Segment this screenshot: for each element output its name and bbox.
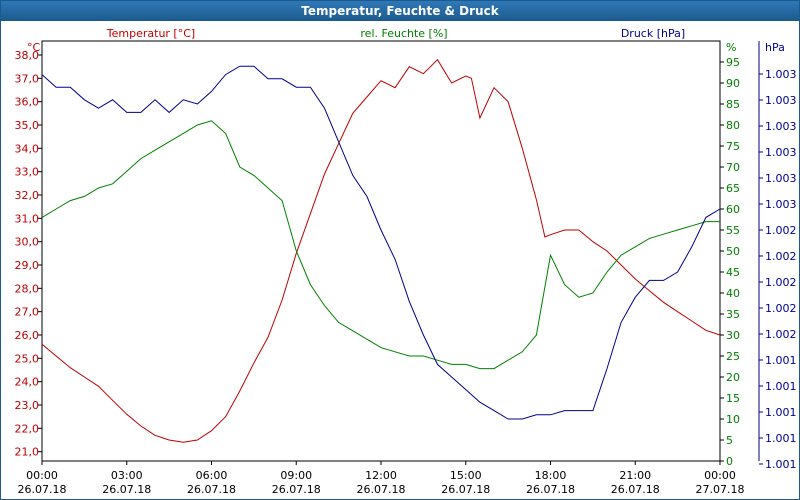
temperature-tick-label: 30,0: [15, 236, 40, 249]
pressure-tick-label: 1.002: [765, 302, 797, 315]
pressure-tick-label: 1.001: [765, 380, 797, 393]
pressure-tick-label: 1.001: [765, 432, 797, 445]
humidity-series-line: [41, 120, 720, 370]
temperature-tick-label: 33,0: [15, 166, 40, 179]
humidity-tick-label: 15: [726, 392, 740, 405]
chart-tick-labels: 00:0026.07.1803:0026.07.1806:0026.07.180…: [15, 41, 797, 496]
temperature-tick-label: 35,0: [15, 119, 40, 132]
temperature-tick-label: 31,0: [15, 212, 40, 225]
x-tick-label: 03:00: [111, 469, 143, 482]
humidity-axis-title: rel. Feuchte [%]: [360, 27, 447, 40]
pressure-tick-label: 1.003: [765, 120, 797, 133]
x-tick-label: 27.07.18: [696, 483, 745, 496]
x-tick-label: 26.07.18: [18, 483, 67, 496]
x-tick-label: 26.07.18: [441, 483, 490, 496]
temperature-tick-label: 34,0: [15, 142, 40, 155]
x-tick-label: 26.07.18: [611, 483, 660, 496]
temperature-tick-label: 36,0: [15, 96, 40, 109]
temperature-axis-title: Temperatur [°C]: [106, 27, 195, 40]
temperature-tick-label: 26,0: [15, 329, 40, 342]
temperature-tick-label: 32,0: [15, 189, 40, 202]
x-tick-label: 18:00: [535, 469, 567, 482]
x-tick-label: 00:00: [26, 469, 58, 482]
pressure-tick-label: 1.003: [765, 198, 797, 211]
pressure-series-line: [41, 65, 721, 420]
humidity-tick-label: 80: [726, 119, 740, 132]
x-tick-label: 15:00: [450, 469, 482, 482]
pressure-tick-label: 1.001: [765, 354, 797, 367]
humidity-tick-label: 40: [726, 287, 740, 300]
humidity-tick-label: 95: [726, 56, 740, 69]
x-tick-label: 06:00: [196, 469, 228, 482]
pressure-tick-label: 1.003: [765, 172, 797, 185]
x-tick-label: 26.07.18: [102, 483, 151, 496]
humidity-tick-label: 60: [726, 203, 740, 216]
humidity-tick-label: 85: [726, 98, 740, 111]
pressure-tick-label: 1.002: [765, 224, 797, 237]
x-tick-label: 26.07.18: [357, 483, 406, 496]
humidity-tick-label: 5: [726, 434, 733, 447]
humidity-tick-label: 70: [726, 161, 740, 174]
temperature-tick-label: 21,0: [15, 446, 40, 459]
pressure-tick-label: 1.003: [765, 94, 797, 107]
pressure-tick-label: 1.003: [765, 68, 797, 81]
pressure-tick-label: 1.002: [765, 250, 797, 263]
chart-series-lines: [41, 58, 721, 443]
temperature-tick-label: 37,0: [15, 72, 40, 85]
x-tick-label: 21:00: [619, 469, 651, 482]
pressure-tick-label: 1.001: [765, 458, 797, 471]
temperature-tick-label: 27,0: [15, 306, 40, 319]
temperature-tick-label: 24,0: [15, 376, 40, 389]
x-tick-label: 09:00: [280, 469, 312, 482]
pressure-unit: hPa: [765, 41, 785, 54]
humidity-tick-label: 20: [726, 371, 740, 384]
chart-title: Temperatur, Feuchte & Druck: [1, 1, 799, 21]
humidity-tick-label: 75: [726, 140, 740, 153]
temperature-series-line: [41, 58, 721, 443]
humidity-tick-label: 55: [726, 224, 740, 237]
x-tick-label: 26.07.18: [272, 483, 321, 496]
humidity-tick-label: 45: [726, 266, 740, 279]
temperature-tick-label: 38,0: [15, 49, 40, 62]
humidity-tick-label: 65: [726, 182, 740, 195]
temperature-tick-label: 25,0: [15, 352, 40, 365]
temperature-unit: °C: [27, 41, 41, 54]
temperature-tick-label: 28,0: [15, 282, 40, 295]
temperature-tick-label: 23,0: [15, 399, 40, 412]
humidity-tick-label: 50: [726, 245, 740, 258]
humidity-unit: %: [726, 41, 736, 54]
pressure-tick-label: 1.002: [765, 328, 797, 341]
x-tick-label: 26.07.18: [526, 483, 575, 496]
humidity-tick-label: 25: [726, 350, 740, 363]
humidity-tick-label: 35: [726, 308, 740, 321]
humidity-tick-label: 10: [726, 413, 740, 426]
x-tick-label: 00:00: [704, 469, 736, 482]
pressure-tick-label: 1.002: [765, 276, 797, 289]
temperature-tick-label: 22,0: [15, 422, 40, 435]
pressure-tick-label: 1.001: [765, 406, 797, 419]
humidity-tick-label: 30: [726, 329, 740, 342]
chart-axis-titles: Temperatur [°C] rel. Feuchte [%] Druck [hP…: [106, 27, 685, 40]
plot-area: [41, 40, 721, 462]
pressure-tick-label: 1.003: [765, 146, 797, 159]
x-tick-label: 12:00: [365, 469, 397, 482]
chart-axes: [38, 40, 763, 465]
temperature-tick-label: 29,0: [15, 259, 40, 272]
humidity-tick-label: 90: [726, 77, 740, 90]
pressure-axis-title: Druck [hPa]: [621, 27, 685, 40]
x-tick-label: 26.07.18: [187, 483, 236, 496]
humidity-tick-label: 0: [726, 455, 733, 468]
